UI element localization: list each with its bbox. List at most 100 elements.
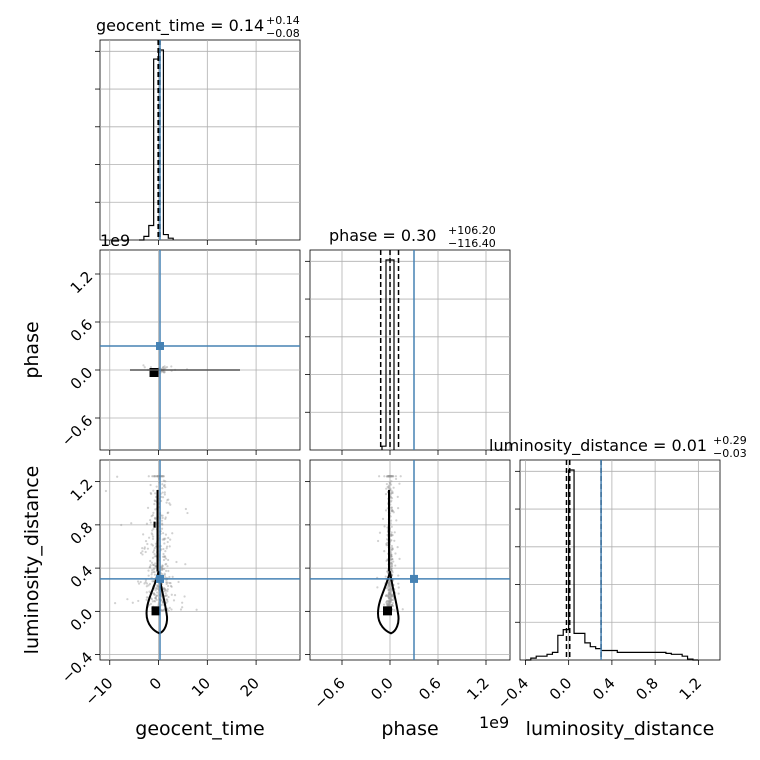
scatter-panel-phase-vs-luminosity-distance-point-154 — [391, 569, 394, 572]
ylabel-phase: phase — [21, 321, 43, 378]
scatter-panel-phase-vs-luminosity-distance-contour — [376, 571, 400, 635]
scatter-panel-geocent-time-vs-luminosity-distance-point-273 — [144, 550, 147, 554]
scatter-panel-geocent-time-vs-luminosity-distance-point-223 — [155, 598, 158, 602]
scatter-panel-geocent-time-vs-phase-truth-marker — [156, 342, 164, 350]
scatter-panel-geocent-time-vs-luminosity-distance-point-209 — [160, 475, 163, 478]
scatter-panel-phase-vs-luminosity-distance-point-379 — [388, 600, 392, 603]
scatter-panel-geocent-time-vs-luminosity-distance-point-120 — [161, 573, 164, 576]
scatter-panel-geocent-time-vs-luminosity-distance-point-300 — [184, 507, 187, 511]
scatter-panel-geocent-time-vs-luminosity-distance-point-348 — [151, 533, 154, 536]
scatter-panel-phase-vs-luminosity-distance-point-220 — [385, 559, 388, 562]
scatter-panel-geocent-time-vs-luminosity-distance-point-179 — [165, 581, 168, 584]
scatter-panel-phase-vs-luminosity-distance-point-138 — [387, 596, 390, 599]
scatter-panel-geocent-time-vs-luminosity-distance-point-277 — [181, 601, 184, 604]
title-luminosity-distance-plus: +0.29 — [713, 434, 747, 447]
scatter-panel-phase-vs-luminosity-distance-point-360 — [388, 592, 392, 595]
scatter-panel-geocent-time-vs-luminosity-distance-point-218 — [116, 475, 119, 478]
scatter-panel-phase-vs-luminosity-distance-point-151 — [389, 475, 393, 478]
scatter-panel-geocent-time-vs-phase-point-59 — [163, 371, 166, 374]
scatter-panel-geocent-time-vs-phase-point-47 — [162, 371, 166, 374]
scatter-panel-geocent-time-vs-luminosity-distance-point-243 — [145, 591, 148, 594]
scatter-panel-geocent-time-vs-luminosity-distance-point-213 — [154, 596, 157, 600]
scatter-panel-geocent-time-vs-luminosity-distance-point-42 — [155, 485, 158, 488]
scatter-panel-phase-vs-luminosity-distance-point-293 — [385, 542, 388, 545]
scatter-panel-phase-vs-luminosity-distance-point-237 — [388, 593, 391, 596]
scatter-panel-geocent-time-vs-luminosity-distance-density-blob — [153, 521, 156, 528]
scatter-panel-phase-vs-luminosity-distance-point-108 — [391, 571, 394, 574]
scatter-panel-phase-vs-luminosity-distance-point-177 — [390, 557, 394, 561]
scatter-panel-geocent-time-vs-luminosity-distance-point-310 — [137, 582, 141, 585]
scatter-panel-geocent-time-vs-luminosity-distance-point-92 — [163, 537, 166, 540]
scatter-panel-geocent-time-vs-luminosity-distance-point-64 — [161, 523, 164, 526]
scatter-panel-phase-vs-luminosity-distance-point-349 — [388, 603, 392, 606]
scatter-panel-geocent-time-vs-luminosity-distance-point-408 — [150, 571, 154, 574]
scatter-panel-geocent-time-vs-luminosity-distance-point-79 — [141, 550, 144, 553]
x-phase-xticklabel-1: 0.0 — [367, 674, 397, 704]
scatter-panel-geocent-time-vs-luminosity-distance-point-101 — [162, 609, 165, 612]
scatter-panel-geocent-time-vs-luminosity-distance-point-159 — [145, 582, 149, 585]
scatter-panel-phase-vs-luminosity-distance-point-73 — [388, 481, 391, 484]
scatter-panel-geocent-time-vs-luminosity-distance-point-180 — [150, 492, 153, 496]
scatter-panel-geocent-time-vs-luminosity-distance-point-127 — [155, 475, 159, 478]
scatter-panel-phase-vs-luminosity-distance-point-298 — [389, 597, 392, 600]
scatter-panel-geocent-time-vs-phase-point-20 — [160, 367, 164, 370]
scatter-panel-phase-vs-luminosity-distance-point-279 — [390, 525, 393, 528]
scatter-panel-geocent-time-vs-luminosity-distance-point-145 — [165, 562, 168, 566]
scatter-panel-geocent-time-vs-luminosity-distance-point-43 — [143, 547, 146, 550]
scatter-panel-geocent-time-vs-luminosity-distance-point-384 — [131, 601, 134, 604]
scatter-panel-geocent-time-vs-luminosity-distance-point-276 — [147, 569, 150, 572]
scatter-panel-geocent-time-vs-luminosity-distance-point-248 — [167, 569, 170, 573]
scatter-panel-geocent-time-vs-luminosity-distance-point-34 — [161, 601, 164, 604]
scatter-panel-geocent-time-vs-luminosity-distance-point-208 — [155, 594, 158, 597]
scatter-panel-geocent-time-vs-luminosity-distance-point-270 — [162, 558, 166, 562]
scatter-panel-geocent-time-vs-luminosity-distance-point-303 — [152, 563, 155, 566]
scatter-panel-geocent-time-vs-luminosity-distance-point-367 — [149, 564, 152, 567]
scatter-panel-phase-vs-luminosity-distance-point-15 — [386, 586, 389, 589]
scatter-panel-phase-vs-luminosity-distance-point-263 — [387, 602, 390, 605]
scatter-panel-geocent-time-vs-luminosity-distance-point-313 — [165, 582, 168, 586]
scatter-panel-phase-vs-luminosity-distance-point-406 — [388, 580, 391, 583]
scatter-panel-geocent-time-vs-luminosity-distance-point-85 — [154, 596, 157, 600]
scatter-panel-phase-vs-luminosity-distance-point-352 — [396, 546, 399, 549]
scatter-panel-phase-vs-luminosity-distance-point-250 — [390, 480, 393, 483]
scatter-panel-phase-vs-luminosity-distance-point-152 — [394, 475, 398, 478]
scatter-panel-phase-vs-luminosity-distance-point-169 — [390, 544, 394, 548]
scatter-panel-geocent-time-vs-luminosity-distance-point-244 — [161, 564, 164, 568]
scatter-panel-geocent-time-vs-luminosity-distance-point-177 — [113, 601, 117, 605]
scatter-panel-phase-vs-luminosity-distance-point-91 — [388, 475, 391, 478]
scatter-panel-geocent-time-vs-luminosity-distance-point-151 — [161, 475, 164, 478]
scatter-panel-geocent-time-vs-luminosity-distance-point-311 — [152, 489, 155, 492]
scatter-panel-geocent-time-vs-luminosity-distance-point-219 — [153, 547, 156, 550]
x-geocent-time-xticklabel-3: 20 — [237, 674, 263, 700]
scatter-panel-geocent-time-vs-luminosity-distance-point-268 — [162, 484, 166, 488]
scatter-panel-geocent-time-vs-luminosity-distance-point-2 — [153, 552, 156, 556]
scatter-panel-phase-vs-luminosity-distance-point-356 — [387, 592, 390, 595]
scatter-panel-geocent-time-vs-luminosity-distance-point-13 — [165, 547, 168, 550]
scatter-panel-geocent-time-vs-luminosity-distance-point-320 — [154, 516, 157, 519]
scatter-panel-geocent-time-vs-phase-point-45 — [162, 370, 165, 373]
scatter-panel-phase-vs-luminosity-distance-point-196 — [386, 595, 389, 598]
scatter-panel-phase-vs-luminosity-distance-point-198 — [390, 594, 393, 598]
hist-panel-luminosity-distance — [515, 459, 721, 665]
scatter-panel-phase-vs-luminosity-distance-point-335 — [389, 522, 392, 525]
scatter-panel-phase-vs-luminosity-distance-point-267 — [392, 475, 395, 478]
offset-text-phase-y: 1e9 — [100, 231, 130, 250]
scatter-panel-geocent-time-vs-luminosity-distance-point-184 — [154, 562, 157, 565]
scatter-panel-geocent-time-vs-luminosity-distance-point-251 — [153, 499, 156, 502]
scatter-panel-geocent-time-vs-luminosity-distance-point-359 — [163, 573, 166, 577]
scatter-panel-phase-vs-luminosity-distance-point-382 — [388, 587, 392, 590]
scatter-panel-geocent-time-vs-luminosity-distance-point-152 — [150, 515, 153, 518]
scatter-panel-geocent-time-vs-luminosity-distance-point-148 — [153, 599, 156, 602]
scatter-panel-geocent-time-vs-luminosity-distance-point-29 — [167, 584, 170, 588]
scatter-panel-geocent-time-vs-luminosity-distance-point-306 — [169, 584, 173, 588]
scatter-panel-phase-vs-luminosity-distance-point-95 — [388, 475, 391, 478]
scatter-panel-phase-vs-luminosity-distance-point-327 — [390, 569, 393, 572]
scatter-panel-phase-vs-luminosity-distance-point-375 — [390, 534, 393, 537]
scatter-panel-phase-vs-luminosity-distance-point-130 — [388, 585, 392, 588]
scatter-panel-geocent-time-vs-luminosity-distance-point-288 — [154, 565, 158, 568]
scatter-panel-geocent-time-vs-luminosity-distance-point-357 — [160, 527, 164, 530]
scatter-panel-phase-vs-luminosity-distance-point-27 — [387, 475, 390, 478]
scatter-panel-geocent-time-vs-luminosity-distance-point-414 — [166, 511, 169, 515]
scatter-panel-phase-vs-luminosity-distance-point-370 — [387, 604, 390, 607]
